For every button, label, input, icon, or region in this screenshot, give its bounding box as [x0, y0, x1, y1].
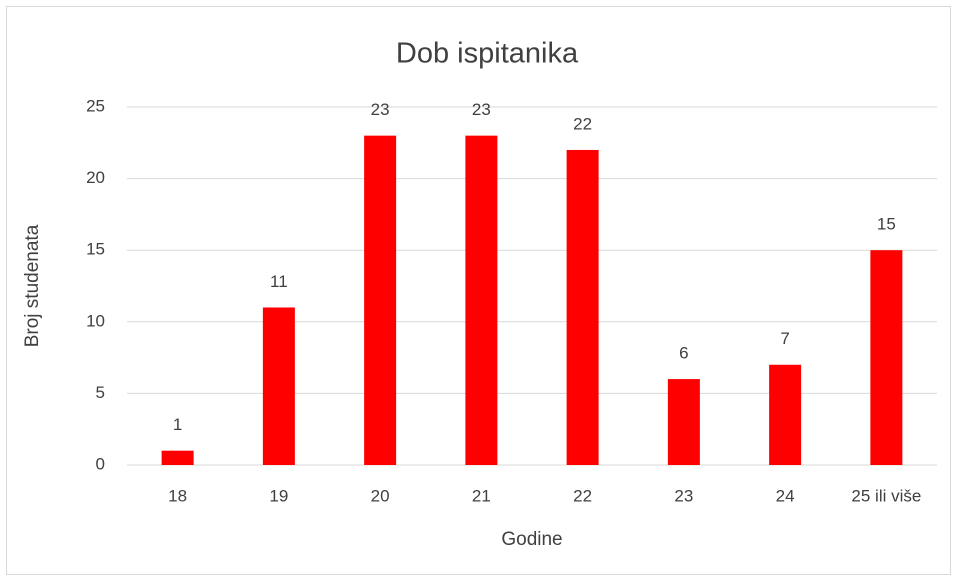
- x-tick-label: 19: [269, 486, 288, 505]
- y-axis-label: Broj studenata: [22, 224, 43, 347]
- y-tick-label: 20: [86, 168, 105, 187]
- y-tick-label: 25: [86, 96, 105, 115]
- bar: [364, 135, 397, 465]
- data-label: 6: [679, 344, 688, 363]
- x-tick-label: 25 ili više: [851, 486, 921, 505]
- x-tick-label: 24: [776, 486, 795, 505]
- data-label: 23: [472, 100, 491, 119]
- bar: [870, 250, 903, 465]
- x-tick-label: 18: [168, 486, 187, 505]
- bar: [262, 307, 295, 465]
- bar: [566, 149, 599, 465]
- y-tick-label: 15: [86, 240, 105, 259]
- chart-title: Dob ispitanika: [396, 38, 579, 70]
- x-axis-label: Godine: [501, 529, 562, 550]
- x-tick-label: 22: [573, 486, 592, 505]
- data-label: 22: [573, 114, 592, 133]
- x-tick-label: 20: [371, 486, 390, 505]
- data-label: 7: [780, 329, 789, 348]
- bar: [465, 135, 498, 465]
- x-tick-label: 21: [472, 486, 491, 505]
- data-label: 1: [173, 415, 182, 434]
- y-tick-label: 10: [86, 311, 105, 330]
- bar: [161, 450, 194, 465]
- y-tick-label: 5: [96, 383, 105, 402]
- y-tick-label: 0: [96, 454, 105, 473]
- data-label: 23: [371, 100, 390, 119]
- x-tick-label: 23: [674, 486, 693, 505]
- bar: [769, 364, 802, 465]
- bar: [667, 379, 700, 465]
- data-label: 15: [877, 215, 896, 234]
- data-label: 11: [270, 272, 288, 291]
